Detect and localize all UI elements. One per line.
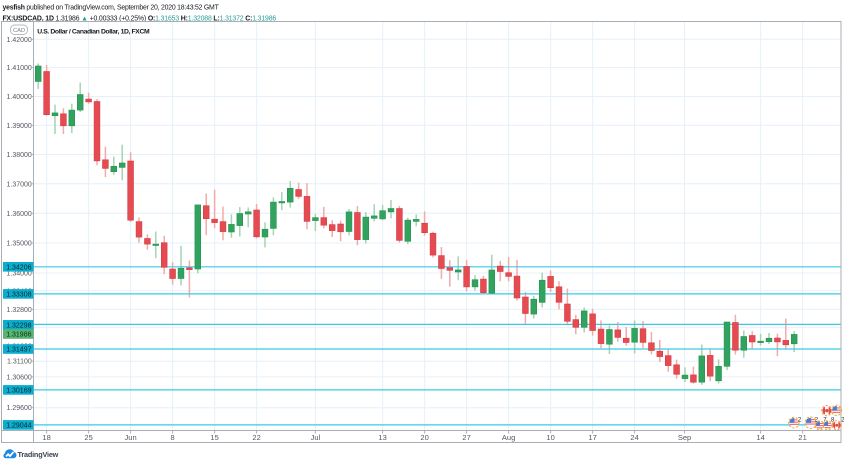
svg-text:1.31100: 1.31100 [7, 359, 32, 366]
svg-text:1.36000: 1.36000 [6, 211, 31, 218]
svg-text:1.31497: 1.31497 [6, 347, 31, 354]
svg-text:1.34206: 1.34206 [6, 264, 31, 271]
svg-text:Aug: Aug [502, 433, 515, 442]
svg-text:13: 13 [378, 433, 386, 442]
svg-text:14: 14 [756, 433, 764, 442]
svg-text:1.29600: 1.29600 [6, 405, 31, 412]
svg-text:1.40000: 1.40000 [6, 94, 31, 101]
svg-text:Jul: Jul [311, 433, 321, 442]
svg-text:U.S. Dollar / Canadian Dollar,: U.S. Dollar / Canadian Dollar, 1D, FXCM [37, 28, 150, 35]
svg-text:8: 8 [171, 433, 175, 442]
svg-text:1.31986: 1.31986 [6, 332, 31, 339]
svg-text:8: 8 [831, 418, 835, 424]
svg-text:1.39000: 1.39000 [6, 123, 31, 130]
svg-text:1.33308: 1.33308 [6, 292, 31, 299]
svg-text:1.42000: 1.42000 [6, 37, 31, 44]
svg-text:25: 25 [84, 433, 92, 442]
svg-text:2: 2 [841, 418, 844, 424]
svg-text:2: 2 [815, 418, 819, 424]
svg-text:21: 21 [798, 433, 806, 442]
svg-text:17: 17 [588, 433, 596, 442]
svg-text:1.30169: 1.30169 [6, 388, 31, 395]
svg-text:1.32298: 1.32298 [6, 322, 31, 329]
svg-text:Jun: Jun [125, 433, 137, 442]
svg-text:20: 20 [420, 433, 428, 442]
svg-text:18: 18 [42, 433, 50, 442]
svg-text:22: 22 [252, 433, 260, 442]
svg-text:2: 2 [798, 418, 802, 424]
svg-text:1.34000: 1.34000 [6, 271, 31, 278]
svg-text:10: 10 [546, 433, 554, 442]
svg-text:1.41000: 1.41000 [6, 65, 31, 72]
svg-text:CAD: CAD [13, 28, 25, 34]
svg-text:1.38000: 1.38000 [6, 152, 31, 159]
svg-text:27: 27 [462, 433, 470, 442]
svg-text:Sep: Sep [678, 433, 691, 442]
svg-text:1.35000: 1.35000 [6, 241, 31, 248]
svg-text:1.32800: 1.32800 [6, 307, 31, 314]
svg-text:TradingView: TradingView [18, 450, 59, 459]
svg-text:24: 24 [630, 433, 638, 442]
svg-text:15: 15 [210, 433, 218, 442]
svg-text:FX:USDCAD, 1D 1.31986 ▲ +0.00: FX:USDCAD, 1D 1.31986 ▲ +0.00333 (+0.25%… [3, 15, 277, 22]
svg-text:1.29044: 1.29044 [6, 423, 31, 430]
svg-text:1.37000: 1.37000 [6, 181, 31, 188]
svg-text:7: 7 [823, 418, 827, 424]
svg-text:1.30600: 1.30600 [6, 374, 31, 381]
svg-text:yesfish published on TradingVi: yesfish published on TradingView.com, Se… [3, 4, 220, 11]
